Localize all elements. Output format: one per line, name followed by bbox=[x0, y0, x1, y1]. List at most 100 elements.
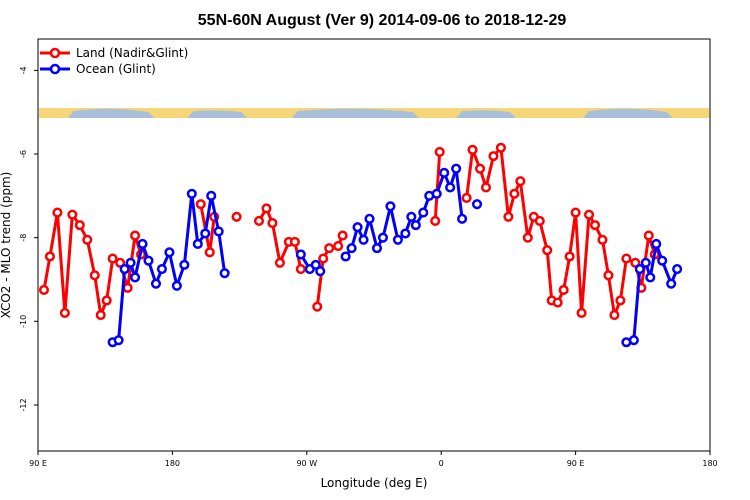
x-tick-label: 180 bbox=[165, 459, 180, 468]
land-point bbox=[267, 217, 278, 229]
land-point bbox=[89, 270, 100, 281]
ocean-point bbox=[156, 264, 167, 275]
ocean-point bbox=[340, 251, 351, 262]
ocean-point bbox=[651, 238, 662, 250]
y-tick-label: -10 bbox=[19, 315, 28, 328]
land-point bbox=[621, 253, 632, 264]
ocean-point bbox=[400, 228, 411, 239]
ocean-point bbox=[295, 249, 306, 260]
map-strip-ocean bbox=[583, 108, 673, 118]
land-point bbox=[122, 282, 133, 293]
ocean-point bbox=[385, 201, 396, 212]
land-point bbox=[195, 199, 206, 210]
land-point bbox=[74, 220, 85, 231]
ocean-point bbox=[377, 232, 389, 243]
land-point bbox=[318, 253, 329, 264]
land-point bbox=[434, 146, 445, 157]
land-point bbox=[503, 211, 514, 222]
legend-ocean-label: Ocean (Glint) bbox=[76, 62, 156, 76]
x-tick-label: 90 E bbox=[567, 459, 585, 468]
chart-title: 55N-60N August (Ver 9) 2014-09-06 to 201… bbox=[198, 12, 567, 29]
y-tick-label: -4 bbox=[19, 66, 28, 74]
land-point bbox=[67, 209, 78, 220]
ocean-point bbox=[471, 199, 483, 210]
land-point bbox=[95, 310, 106, 321]
land-point bbox=[130, 230, 141, 241]
land-point bbox=[495, 142, 506, 153]
ocean-point bbox=[445, 182, 456, 193]
ocean-point bbox=[457, 213, 468, 224]
land-point bbox=[59, 307, 70, 319]
land-point bbox=[467, 144, 478, 155]
land-point bbox=[44, 251, 55, 262]
ocean-point bbox=[219, 268, 230, 279]
ocean-point bbox=[634, 264, 645, 275]
land-point bbox=[474, 163, 486, 174]
ocean-point bbox=[410, 220, 421, 231]
map-strip-ocean bbox=[67, 108, 155, 118]
land-point bbox=[480, 182, 492, 193]
ocean-point bbox=[645, 272, 656, 283]
land-point bbox=[337, 230, 348, 241]
series-layer bbox=[38, 142, 683, 348]
land-point bbox=[564, 251, 575, 262]
map-strip-ocean bbox=[291, 108, 419, 118]
ocean-point bbox=[143, 255, 154, 266]
ocean-point bbox=[113, 335, 124, 346]
land-point bbox=[576, 307, 587, 319]
ocean-point bbox=[164, 247, 175, 258]
land-point bbox=[324, 243, 335, 254]
ocean-point bbox=[200, 228, 211, 239]
ocean-point bbox=[657, 255, 668, 266]
ocean-point bbox=[364, 213, 375, 224]
ocean-point bbox=[119, 264, 130, 275]
ocean-point bbox=[346, 243, 357, 254]
world-map-strip bbox=[39, 108, 709, 118]
x-tick-label: 90 E bbox=[29, 459, 47, 468]
land-point bbox=[597, 234, 608, 245]
legend-land-marker bbox=[49, 47, 61, 59]
map-strip-ocean bbox=[456, 110, 516, 118]
y-axis: -4 -6 -8 -10 -12 bbox=[19, 66, 38, 412]
land-point bbox=[115, 257, 126, 268]
land-point bbox=[101, 295, 112, 306]
land-point bbox=[488, 151, 499, 162]
land-point bbox=[542, 245, 553, 256]
ocean-point bbox=[137, 238, 148, 250]
x-tick-label: 0 bbox=[439, 459, 444, 468]
land-point bbox=[615, 295, 626, 306]
x-tick-label: 180 bbox=[702, 459, 717, 468]
land-point bbox=[312, 301, 323, 312]
ocean-point bbox=[392, 234, 403, 245]
land-point bbox=[289, 236, 300, 247]
land-point bbox=[583, 209, 595, 220]
legend-land-label: Land (Nadir&Glint) bbox=[76, 46, 188, 60]
ocean-point bbox=[672, 264, 683, 275]
land-point bbox=[82, 234, 93, 245]
ocean-point bbox=[150, 278, 162, 289]
land-point bbox=[534, 215, 545, 226]
land-point bbox=[430, 215, 441, 226]
ocean-point bbox=[206, 190, 217, 201]
land-point bbox=[643, 230, 654, 241]
x-tick-label: 90 W bbox=[296, 459, 317, 468]
legend-ocean-marker bbox=[49, 63, 61, 75]
ocean-point bbox=[213, 226, 224, 237]
ocean-point bbox=[418, 207, 429, 218]
y-tick-label: -12 bbox=[19, 398, 28, 411]
ocean-point bbox=[666, 278, 677, 289]
ocean-point bbox=[431, 188, 442, 199]
ocean-point bbox=[130, 272, 141, 283]
ocean-point bbox=[192, 238, 203, 250]
ocean-point bbox=[186, 188, 197, 199]
ocean-point bbox=[371, 243, 383, 254]
land-point bbox=[52, 207, 63, 218]
x-axis: 90 E 180 90 W 0 90 E 180 bbox=[29, 451, 718, 468]
land-point bbox=[570, 207, 581, 218]
ocean-point bbox=[125, 257, 136, 268]
land-point bbox=[630, 257, 641, 268]
ocean-point bbox=[358, 234, 369, 245]
land-point bbox=[107, 253, 118, 264]
land-point bbox=[261, 203, 272, 214]
